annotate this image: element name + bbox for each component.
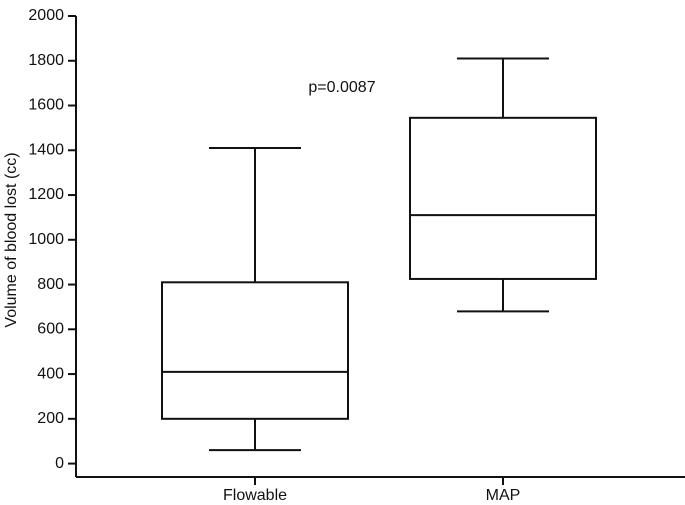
y-tick-label: 1200 <box>28 186 64 203</box>
y-tick-label: 600 <box>37 321 64 338</box>
box <box>161 281 349 420</box>
x-tick-label: MAP <box>486 487 521 504</box>
box <box>409 116 597 280</box>
y-axis-label: Volume of blood lost (cc) <box>3 152 20 327</box>
y-tick-label: 200 <box>37 410 64 427</box>
y-tick-label: 0 <box>55 455 64 472</box>
y-tick-label: 2000 <box>28 7 64 24</box>
y-tick-label: 800 <box>37 276 64 293</box>
y-tick-label: 1600 <box>28 97 64 114</box>
x-tick-label: Flowable <box>223 487 287 504</box>
y-tick-label: 1400 <box>28 141 64 158</box>
y-tick-label: 1800 <box>28 52 64 69</box>
y-tick-label: 1000 <box>28 231 64 248</box>
y-tick-label: 400 <box>37 365 64 382</box>
annotation: p=0.0087 <box>308 79 375 96</box>
